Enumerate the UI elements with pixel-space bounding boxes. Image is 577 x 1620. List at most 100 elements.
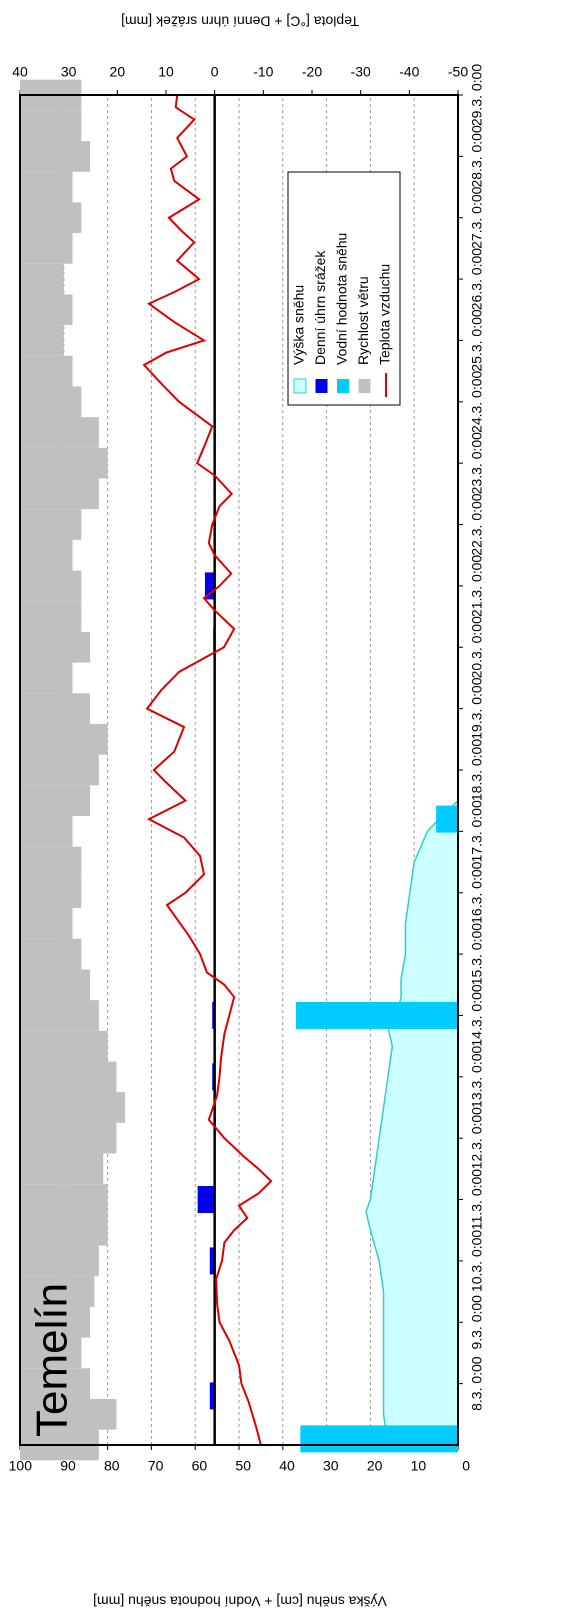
y2-tick-label: 0 [211,64,219,80]
wind-bar [20,1030,108,1062]
y-tick-label: 0 [462,1458,470,1474]
wind-bar [20,1398,117,1430]
wind-bar [20,1122,117,1154]
y2-tick-label: -30 [351,64,371,80]
wind-bar [20,877,82,909]
x-tick-label: 24.3. 0:00 [469,370,485,432]
y-tick-label: 100 [9,1458,33,1474]
y2-axis-title: Teplota [°C] + Denní úhrn srážek [mm] [121,13,359,29]
bar [436,805,459,833]
wind-bar [20,570,82,602]
legend-label: Teplota vzduchu [377,264,393,365]
legend-box [287,171,401,406]
wind-bar [20,816,73,847]
y2-tick-label: 40 [12,64,28,80]
x-tick-label: 21.3. 0:00 [469,555,485,617]
legend-label: Rychlost větru [355,276,371,365]
x-tick-label: 27.3. 0:00 [469,186,485,248]
wind-bar [20,693,91,724]
x-tick-label: 19.3. 0:00 [469,677,485,739]
legend-swatch [315,379,328,393]
wind-bar [20,662,73,694]
bar [295,1001,458,1029]
x-tick-label: 12.3. 0:00 [469,1107,485,1169]
wind-bar [20,1000,99,1031]
wind-bar [20,785,91,817]
wind-bar [20,1245,99,1277]
legend-swatch [337,379,349,393]
wind-bar [20,938,82,970]
y-tick-label: 70 [148,1458,164,1474]
wind-bar [20,908,73,939]
wind-bar [20,509,82,540]
x-tick-label: 16.3. 0:00 [469,861,485,923]
wind-bar [20,601,82,632]
wind-bar [20,110,82,142]
wind-bar [20,1368,91,1399]
wind-bar [20,263,64,295]
wind-bar [20,1214,108,1246]
x-tick-label: 9.3. 0:00 [469,1295,485,1350]
area-line [365,800,459,1446]
wind-bar [20,539,73,571]
y2-tick-label: -10 [253,64,273,80]
x-tick-label: 17.3. 0:00 [469,800,485,862]
y-tick-label: 10 [411,1458,427,1474]
x-tick-label: 22.3. 0:00 [469,493,485,555]
wind-bar [20,1061,117,1093]
wind-bar [20,233,73,264]
wind-bar [20,1153,104,1185]
wind-bar [20,202,82,234]
y-tick-label: 90 [60,1458,76,1474]
y-tick-label: 50 [235,1458,251,1474]
wind-bar [20,1306,91,1338]
wind-bar [20,1092,126,1123]
wind-bar [20,141,91,172]
wind-bar [20,1184,108,1215]
x-tick-label: 25.3. 0:00 [469,309,485,371]
legend-label: Vodní hodnota sněhu [334,233,350,365]
legend-swatch [293,378,307,394]
y2-tick-label: -40 [399,64,419,80]
x-tick-label: 13.3. 0:00 [469,1045,485,1107]
y-axis-title: Výška sněhu [cm] + Vodní hodnota sněhu [… [93,1593,387,1609]
x-tick-label: 10.3. 0:00 [469,1230,485,1292]
wind-bar [20,294,73,326]
x-tick-label: 20.3. 0:00 [469,616,485,678]
y2-tick-label: 10 [158,64,174,80]
legend-label: Denní úhrn srážek [312,250,328,365]
wind-bar [20,171,73,203]
y-tick-label: 30 [323,1458,339,1474]
y2-tick-label: 20 [110,64,126,80]
legend-label: Výška sněhu [291,285,307,365]
wind-bar [20,969,91,1001]
wind-bar [20,325,64,356]
x-tick-label: 18.3. 0:00 [469,739,485,801]
x-tick-label: 8.3. 0:00 [469,1356,485,1411]
wind-bar [20,723,108,755]
wind-bar [20,355,73,387]
x-tick-label: 11.3. 0:00 [469,1169,485,1230]
y-tick-label: 80 [104,1458,120,1474]
y2-tick-label: -50 [448,64,468,80]
wind-bar [20,417,99,448]
x-tick-label: 23.3. 0:00 [469,432,485,494]
chart-title: Temelín [28,1283,77,1437]
wind-bar [20,386,82,418]
wind-bar [20,478,99,510]
legend-swatch [358,379,371,393]
plot-border [19,94,459,1446]
x-tick-label: 26.3. 0:00 [469,248,485,310]
x-tick-label: 15.3. 0:00 [469,923,485,985]
y-tick-label: 20 [367,1458,383,1474]
wind-bar [20,447,108,479]
x-tick-label: 14.3. 0:00 [469,984,485,1046]
x-tick-label: 28.3. 0:00 [469,125,485,187]
wind-bar [20,754,99,786]
y2-tick-label: -20 [302,64,322,80]
y-tick-label: 60 [192,1458,208,1474]
temperature-line [142,94,273,1446]
wind-bar [20,846,82,878]
wind-bar [20,631,91,663]
rotated-chart: Výška sněhu [cm] + Vodní hodnota sněhu [… [9,13,485,1609]
